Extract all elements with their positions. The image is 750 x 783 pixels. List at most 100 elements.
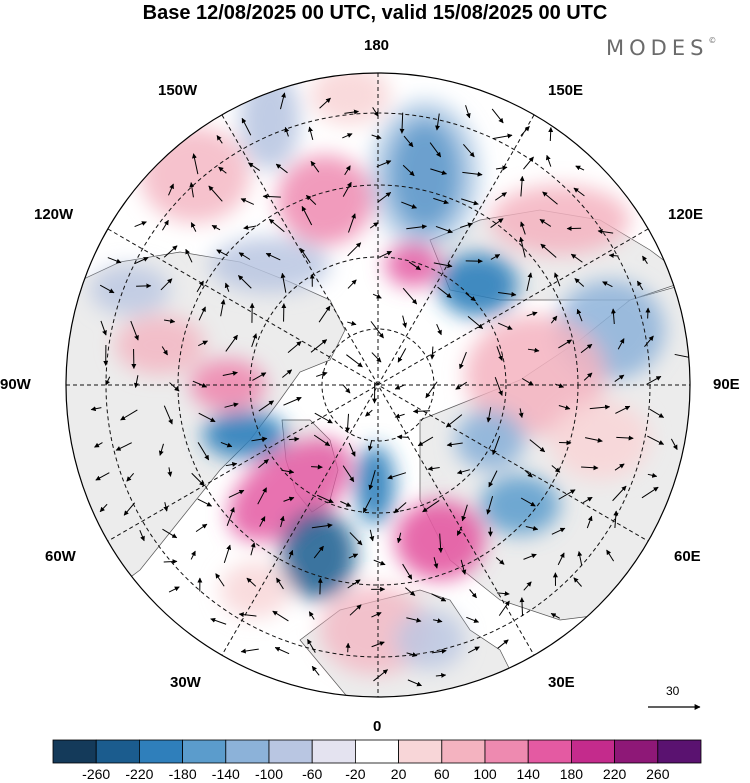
colorbar-tick: -100 [254, 766, 284, 782]
wind-vector [427, 466, 440, 472]
label-30e: 30E [548, 674, 575, 691]
wind-vector [347, 320, 357, 326]
label-60w: 60W [45, 548, 76, 565]
brand-logo: MODES© [606, 36, 716, 60]
wind-vector [616, 435, 634, 441]
wind-vector [371, 641, 385, 648]
wind-vector [372, 293, 382, 299]
wind-vector [308, 611, 315, 620]
wind-vector [365, 409, 373, 417]
wind-vector [347, 242, 362, 257]
wind-vector [429, 142, 442, 158]
colorbar-tick: -260 [82, 766, 111, 782]
wind-vector [583, 372, 593, 381]
wind-vector [589, 404, 611, 410]
wind-vector [519, 236, 526, 258]
anomaly-blob [550, 400, 650, 480]
wind-vector [258, 400, 275, 412]
wind-vector [284, 126, 290, 137]
wind-vector [597, 229, 614, 235]
wind-vector [435, 672, 447, 678]
anomaly-blob [490, 185, 630, 255]
wind-vector [402, 164, 415, 177]
wind-vector [115, 442, 132, 451]
wind-vector [463, 143, 475, 158]
wind-vector [581, 465, 599, 471]
wind-vector [617, 338, 625, 350]
wind-vector [367, 440, 373, 451]
wind-vector [523, 156, 534, 170]
wind-vector [613, 510, 619, 528]
colorbar-segment [527, 739, 572, 764]
wind-vector [614, 374, 625, 382]
wind-vector [492, 133, 513, 140]
wind-vector [518, 408, 524, 418]
wind-vector [168, 183, 174, 196]
wind-vectors [90, 92, 690, 687]
wind-vector [342, 465, 355, 483]
wind-vector [647, 435, 665, 445]
anomaly-blob [203, 411, 287, 459]
wind-vector [486, 407, 492, 423]
wind-vector [524, 469, 533, 478]
reference-vector-label: 30 [666, 684, 680, 698]
wind-vector [387, 472, 407, 480]
wind-vector [520, 221, 526, 235]
wind-vector [225, 334, 238, 352]
wind-vector [614, 463, 625, 471]
wind-vector [540, 243, 557, 258]
wind-vector [311, 665, 320, 676]
map-frame [65, 72, 691, 698]
wind-vector [393, 502, 407, 514]
wind-vector [647, 472, 658, 478]
wind-vector [191, 472, 205, 486]
wind-vector [274, 647, 290, 655]
wind-vector [276, 577, 284, 590]
wind-vector [192, 380, 208, 388]
wind-vector [190, 550, 196, 560]
wind-vector [461, 504, 468, 522]
wind-vector [342, 133, 353, 139]
wind-vector [402, 315, 408, 328]
wind-vector [558, 489, 576, 500]
colorbar-tick: 180 [559, 766, 584, 782]
wind-vector [211, 224, 221, 231]
wind-vector [580, 343, 593, 354]
wind-vector [259, 516, 266, 527]
wind-vector [435, 113, 441, 131]
map-title: Base 12/08/2025 00 UTC, valid 15/08/2025… [142, 2, 608, 24]
anomaly-blob [455, 410, 525, 470]
wind-vector [314, 412, 333, 424]
wind-vector [307, 638, 316, 653]
wind-vector [224, 402, 239, 408]
anomaly-blob [480, 475, 560, 535]
wind-vector [520, 497, 536, 507]
wind-vector [265, 252, 281, 261]
wind-vector [425, 381, 438, 399]
wind-vector [399, 112, 405, 134]
wind-vector [459, 222, 473, 228]
wind-vector [283, 396, 302, 406]
wind-vector [268, 218, 285, 233]
wind-vector [432, 618, 443, 624]
wind-vector [376, 160, 392, 168]
colorbar-tick: 140 [516, 766, 540, 782]
wind-vector [160, 278, 173, 291]
wind-vector [545, 154, 552, 167]
wind-vector [557, 552, 565, 566]
colorbar-segment [95, 739, 140, 764]
colorbar-tick: -220 [125, 766, 154, 782]
wind-vector [431, 593, 447, 602]
wind-vector [377, 192, 392, 203]
wind-vector [349, 532, 363, 546]
wind-vector [379, 250, 393, 258]
label-30w: 30W [170, 674, 201, 691]
colorbar-segment [571, 739, 616, 764]
label-120e: 120E [668, 206, 704, 223]
colorbar-tick: 100 [473, 766, 497, 782]
wind-vector [670, 438, 678, 451]
wind-vector [575, 165, 585, 171]
wind-vector [126, 472, 135, 482]
wind-vector [558, 339, 573, 349]
wind-vector [577, 551, 583, 565]
